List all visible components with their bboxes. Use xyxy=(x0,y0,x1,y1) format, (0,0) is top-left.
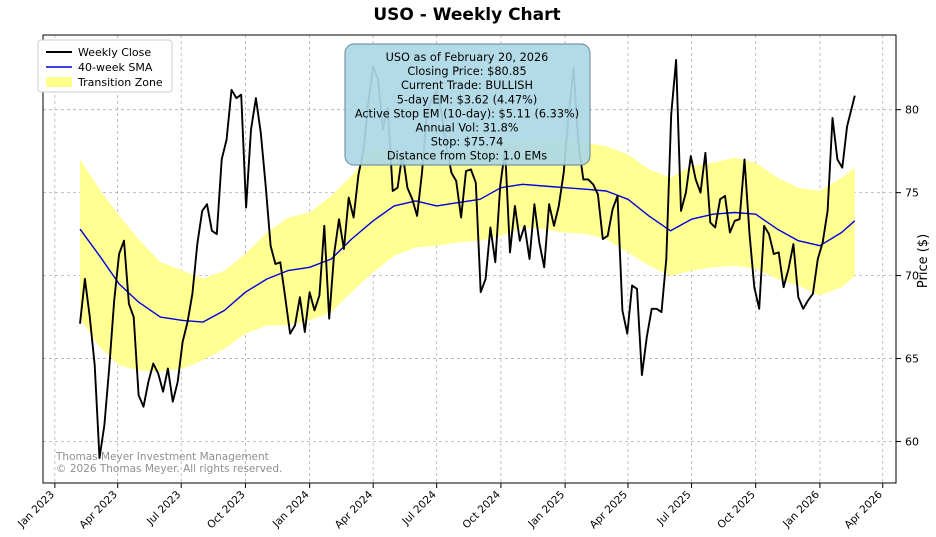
x-tick-label: Jul 2023 xyxy=(144,489,183,528)
sma-line-layer xyxy=(79,183,856,323)
legend-label: 40-week SMA xyxy=(78,61,153,74)
y-tick-label: 70 xyxy=(905,270,919,283)
x-tick-label: Jul 2025 xyxy=(654,489,693,528)
sma-line xyxy=(79,183,856,323)
y-axis-label: Price ($) xyxy=(916,234,931,288)
x-tick-label: Oct 2025 xyxy=(715,489,758,532)
x-tick-label: Apr 2023 xyxy=(77,489,120,532)
x-tick-label: Oct 2024 xyxy=(460,488,503,531)
info-box-line: Closing Price: $80.85 xyxy=(407,65,526,78)
y-tick-label: 60 xyxy=(905,436,919,449)
info-box-line: Active Stop EM (10-day): $5.11 (6.33%) xyxy=(355,107,579,120)
x-tick-label: Jul 2024 xyxy=(399,488,439,528)
x-tick-label: Jan 2023 xyxy=(15,489,57,531)
watermark-text: © 2026 Thomas Meyer. All rights reserved… xyxy=(56,463,282,475)
chart-title: USO - Weekly Chart xyxy=(373,5,560,25)
watermark: Thomas Meyer Investment Management© 2026… xyxy=(55,451,282,475)
transition-zone-area xyxy=(80,139,855,372)
info-box-line: Stop: $75.74 xyxy=(431,136,504,149)
legend: Weekly Close 40-week SMA Transition Zone xyxy=(37,39,173,93)
info-box-line: Distance from Stop: 1.0 EMs xyxy=(387,150,547,163)
info-box-line: 5-day EM: $3.62 (4.47%) xyxy=(397,93,538,106)
x-tick-label: Jan 2024 xyxy=(270,488,312,530)
x-tick-label: Apr 2025 xyxy=(587,489,630,532)
close-line-layer xyxy=(79,58,856,460)
info-box-background xyxy=(344,43,591,166)
info-box-line: Annual Vol: 31.8% xyxy=(415,122,518,135)
transition-zone-band xyxy=(80,139,855,372)
watermark-text: Thomas Meyer Investment Management xyxy=(55,451,269,463)
legend-label: Transition Zone xyxy=(77,76,163,89)
legend-label: Weekly Close xyxy=(78,46,151,59)
x-tick-label: Oct 2023 xyxy=(205,489,248,532)
y-tick-label: 80 xyxy=(905,104,919,117)
info-box-line: USO as of February 20, 2026 xyxy=(386,51,549,64)
x-tick-label: Jan 2025 xyxy=(525,489,567,531)
legend-swatch xyxy=(46,77,72,87)
plot-frame xyxy=(42,34,897,484)
y-tick-label: 75 xyxy=(905,187,919,200)
x-tick-label: Jan 2026 xyxy=(780,488,822,530)
x-tick-label: Apr 2024 xyxy=(333,488,376,531)
info-box-line: Current Trade: BULLISH xyxy=(401,79,533,92)
y-tick-label: 65 xyxy=(905,353,919,366)
x-tick-label: Apr 2026 xyxy=(842,488,885,531)
close-line xyxy=(79,58,856,460)
